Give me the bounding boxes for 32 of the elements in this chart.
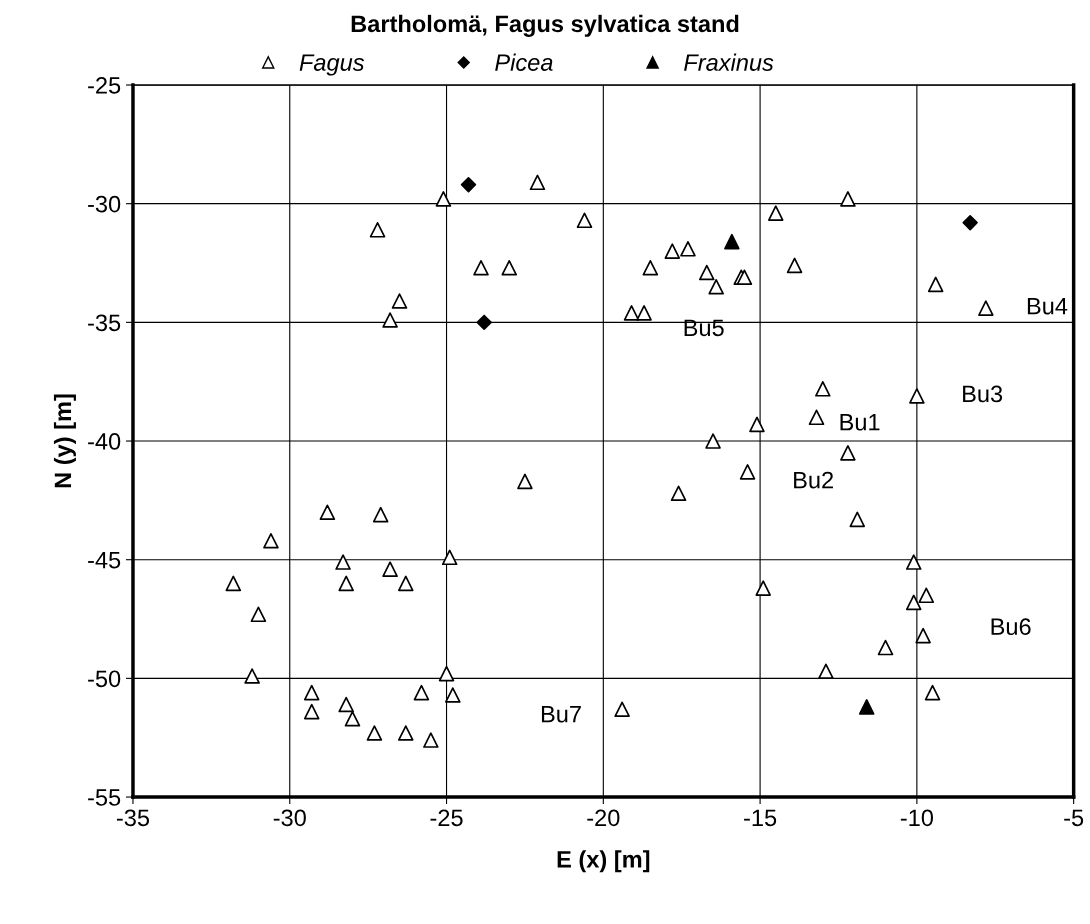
annotation: Bu3	[963, 385, 1003, 403]
annotation: Bu5	[684, 319, 724, 337]
legend-label: Picea	[495, 53, 553, 71]
point	[460, 176, 477, 193]
annotation: Bu2	[794, 471, 833, 489]
x-tick-label: -5	[1064, 809, 1084, 827]
y-tick-label: -25	[88, 77, 121, 94]
x-tick-label: -10	[900, 809, 934, 827]
annotation: Bu6	[991, 618, 1031, 636]
x-tick-label: -30	[273, 809, 306, 827]
annotation: Bu4	[1027, 297, 1068, 315]
point	[858, 699, 875, 715]
x-tick-label: -35	[116, 809, 150, 827]
legend-label: Fagus	[299, 54, 365, 76]
legend-label: Fraxinus	[684, 53, 774, 71]
annotation: Bu1	[840, 414, 880, 431]
annotation: Bu7	[541, 706, 581, 723]
x-tick-label: -25	[430, 809, 463, 827]
point	[724, 233, 740, 250]
chart-title: Bartholomä, Fagus sylvatica stand	[351, 14, 739, 37]
x-tick-label: -15	[744, 809, 777, 827]
y-tick-label: -50	[88, 670, 121, 688]
y-tick-label: -35	[88, 314, 121, 332]
y-axis-title: N (y) [m]	[53, 394, 76, 488]
x-tick-label: -20	[587, 809, 620, 827]
y-tick-label: -40	[88, 433, 121, 450]
y-tick-label: -30	[88, 195, 121, 213]
x-axis-title: E (x) [m]	[557, 850, 650, 873]
point	[476, 314, 492, 331]
point	[962, 214, 978, 231]
y-tick-label: -55	[88, 789, 121, 806]
y-tick-label: -45	[88, 552, 121, 569]
